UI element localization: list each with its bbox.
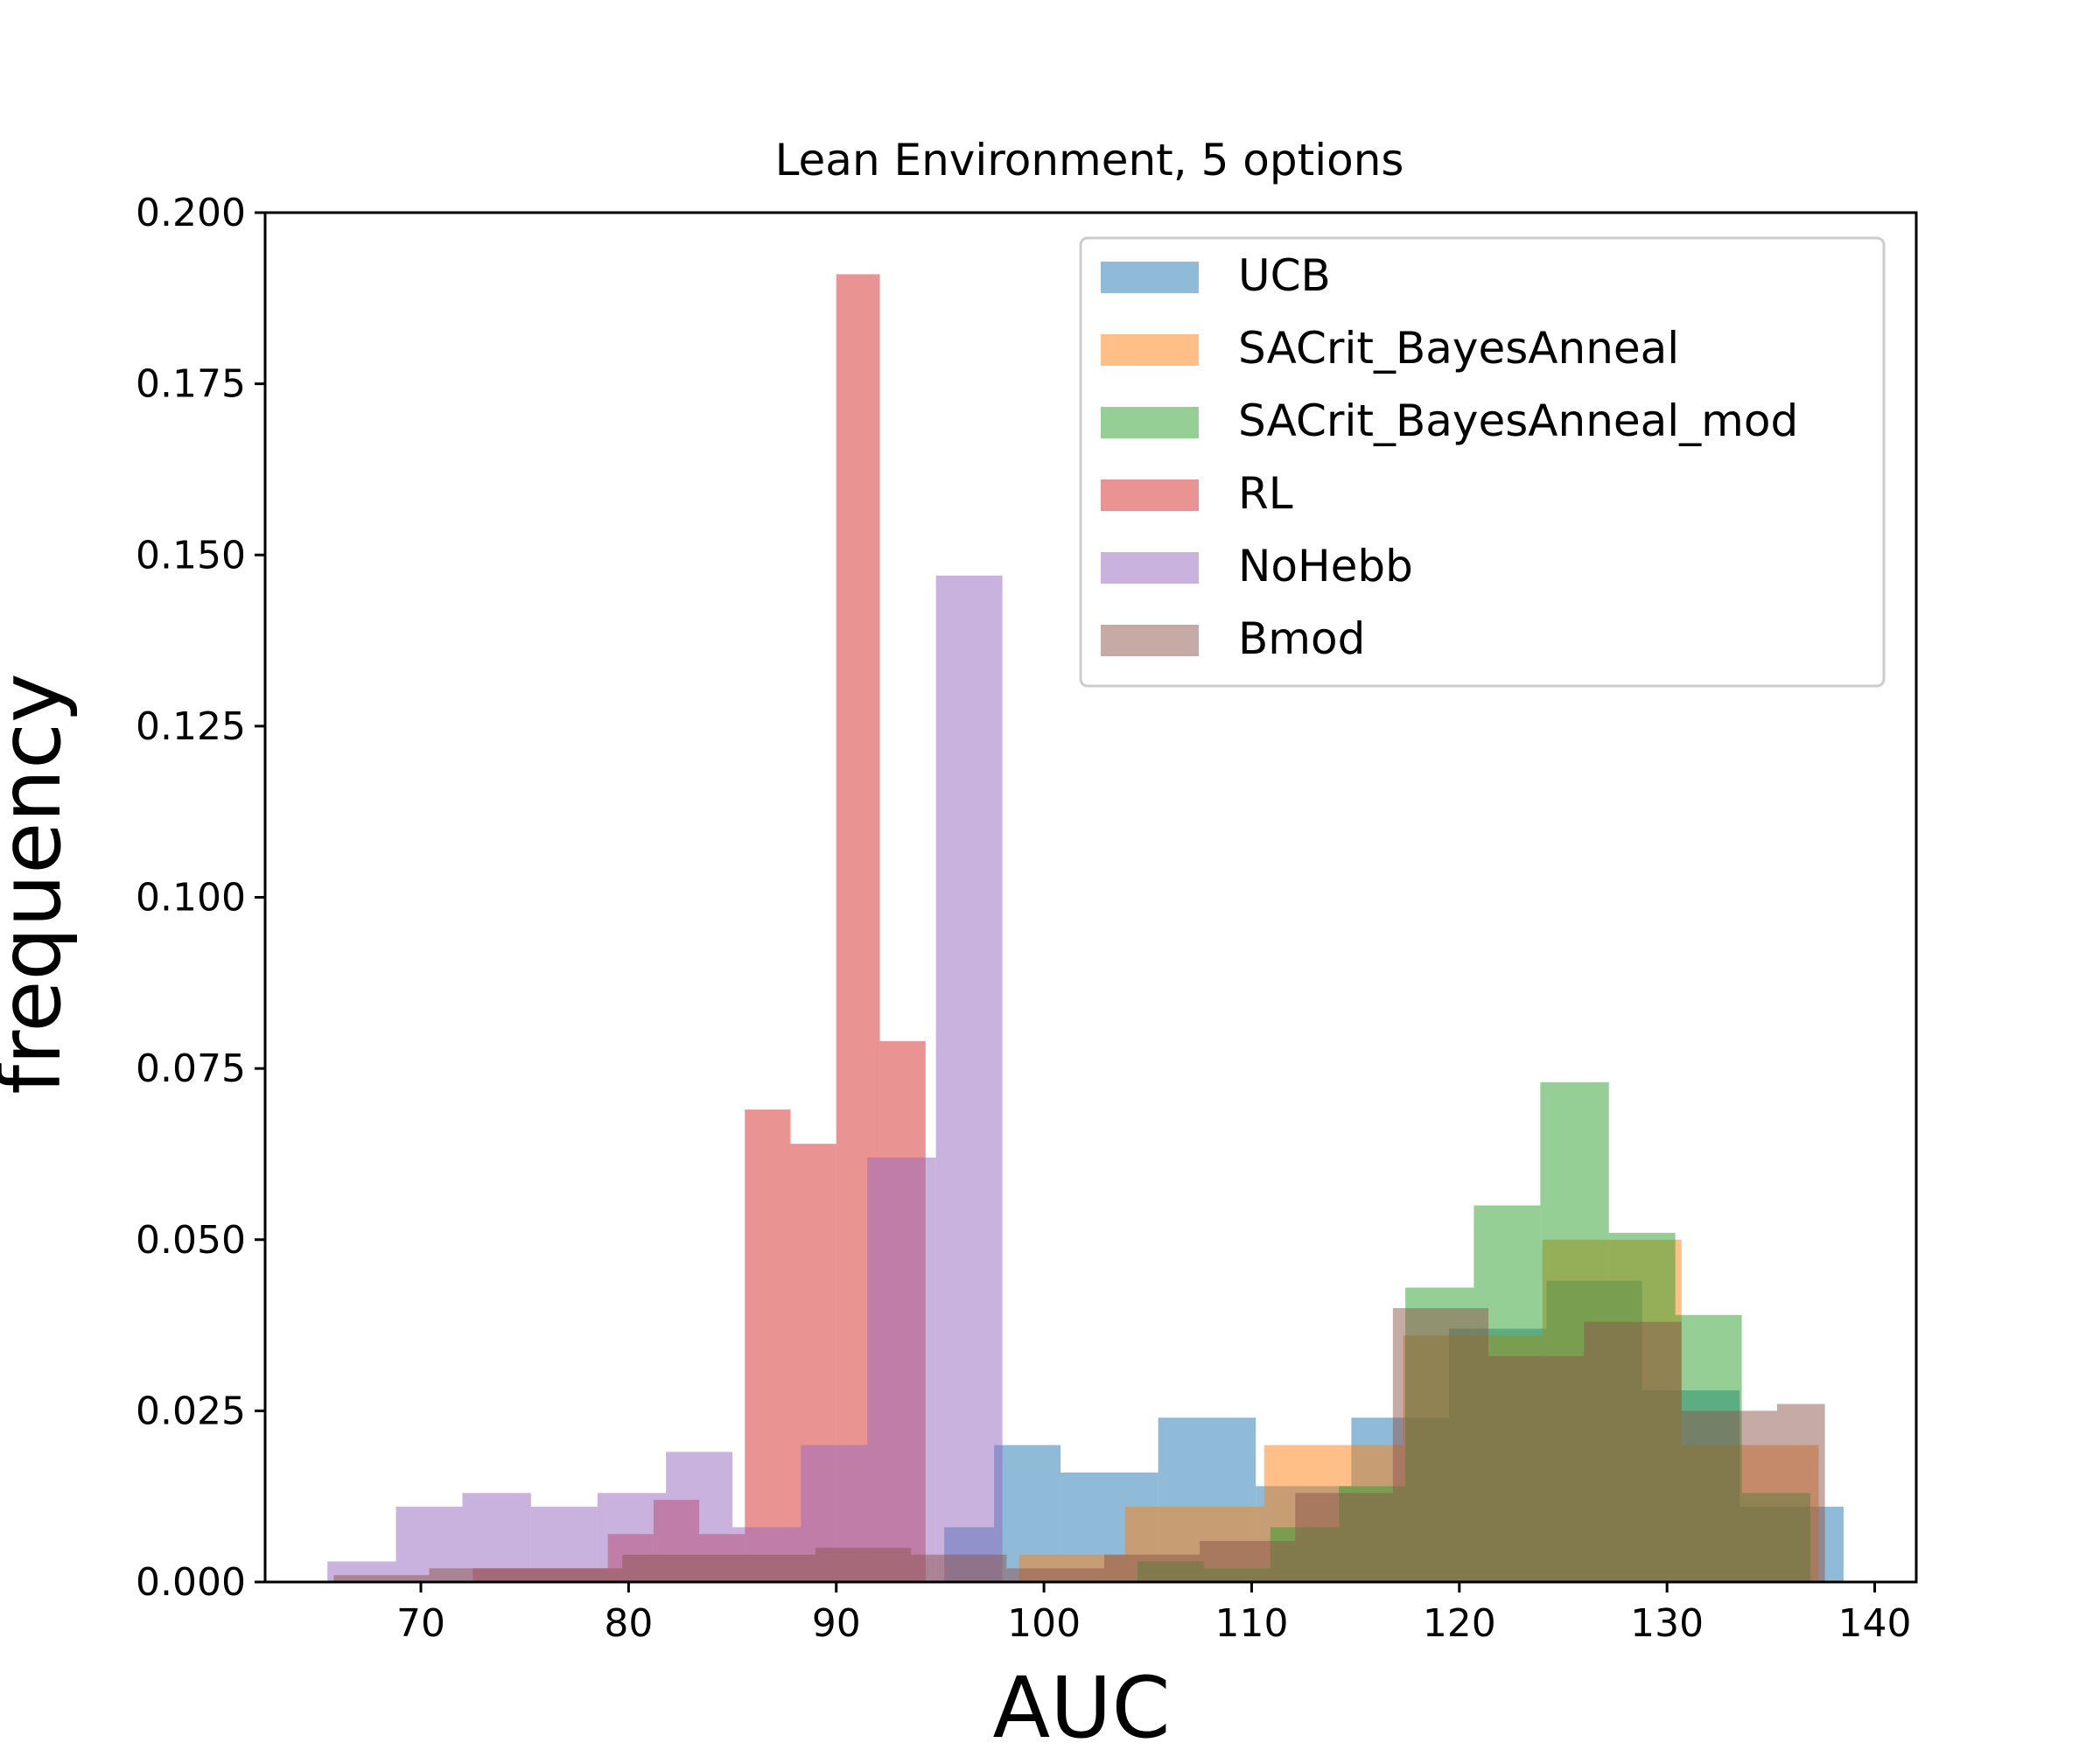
bar-bmod-8 xyxy=(1103,1554,1200,1582)
y-tick-label: 0.075 xyxy=(136,1046,246,1091)
legend: UCB SACrit_BayesAnneal SACrit_BayesAnneal_… xyxy=(1079,236,1886,688)
bar-bmod-6 xyxy=(911,1554,1007,1582)
bar-nohebb-9 xyxy=(935,575,1003,1582)
series-bmod xyxy=(333,1308,1825,1582)
y-tick-label: 0.175 xyxy=(136,362,246,407)
legend-item-rl: RL xyxy=(1101,468,1293,519)
legend-swatch xyxy=(1101,625,1199,656)
y-tick-label: 0.000 xyxy=(136,1560,246,1605)
y-tick-label: 0.025 xyxy=(136,1389,246,1433)
bar-nohebb-8 xyxy=(867,1157,936,1582)
bar-bmod-7 xyxy=(1006,1568,1104,1582)
legend-item-nohebb: NoHebb xyxy=(1101,541,1413,592)
bar-nohebb-2 xyxy=(462,1493,531,1582)
y-tick-label: 0.050 xyxy=(136,1218,246,1263)
series-nohebb xyxy=(327,575,1003,1582)
legend-label: SACrit_BayesAnneal_mod xyxy=(1238,396,1798,446)
bar-bmod-10 xyxy=(1295,1493,1393,1582)
y-axis: 0.000 0.025 0.050 0.075 0.100 0.125 0.150 0.175… xyxy=(136,191,265,1605)
bar-bmod-11 xyxy=(1392,1308,1489,1582)
legend-label: SACrit_BayesAnneal xyxy=(1238,323,1679,374)
legend-item-sacrit-bayesanneal: SACrit_BayesAnneal xyxy=(1101,323,1679,374)
bar-bmod-3 xyxy=(622,1554,718,1582)
x-tick-label: 80 xyxy=(604,1601,653,1646)
legend-label: Bmod xyxy=(1238,613,1365,664)
x-axis-label: AUC xyxy=(993,1659,1171,1750)
bar-bmod-13 xyxy=(1584,1321,1682,1582)
y-tick-label: 0.200 xyxy=(136,191,246,235)
x-tick-label: 120 xyxy=(1423,1601,1496,1646)
x-tick-label: 130 xyxy=(1630,1601,1704,1646)
legend-swatch xyxy=(1101,262,1199,293)
legend-item-sacrit-bayesanneal-mod: SACrit_BayesAnneal_mod xyxy=(1101,396,1798,446)
x-axis: 70 80 90 100 110 120 130 140 xyxy=(396,1582,1912,1646)
bar-bmod-14 xyxy=(1681,1410,1777,1582)
y-tick-label: 0.100 xyxy=(136,876,246,920)
histogram-bars xyxy=(327,274,1844,1582)
legend-label: UCB xyxy=(1238,250,1331,301)
bar-bmod-12 xyxy=(1488,1355,1585,1582)
bar-bmod-5 xyxy=(816,1547,912,1582)
x-tick-label: 70 xyxy=(396,1601,445,1646)
x-tick-label: 90 xyxy=(812,1601,861,1646)
legend-label: NoHebb xyxy=(1238,541,1413,592)
legend-item-ucb: UCB xyxy=(1101,250,1331,301)
y-tick-label: 0.125 xyxy=(136,704,246,749)
legend-swatch xyxy=(1101,334,1199,366)
bar-rl-6 xyxy=(745,1110,791,1582)
legend-swatch xyxy=(1101,552,1199,584)
legend-label: RL xyxy=(1238,468,1293,519)
legend-box xyxy=(1079,236,1886,688)
x-tick-label: 140 xyxy=(1838,1601,1912,1646)
bar-bmod-2 xyxy=(527,1568,623,1582)
legend-item-bmod: Bmod xyxy=(1101,613,1365,664)
x-tick-label: 110 xyxy=(1214,1601,1288,1646)
bar-bmod-4 xyxy=(718,1554,816,1582)
bar-bmod-1 xyxy=(429,1568,528,1582)
y-axis-label: frequency xyxy=(0,673,80,1095)
bar-bmod-9 xyxy=(1200,1541,1296,1582)
x-tick-label: 100 xyxy=(1007,1601,1081,1646)
chart-title: Lean Environment, 5 options xyxy=(775,135,1404,186)
legend-swatch xyxy=(1101,480,1199,511)
bar-bmod-15 xyxy=(1776,1404,1825,1582)
legend-swatch xyxy=(1101,407,1199,438)
bar-bmod-0 xyxy=(333,1575,430,1582)
y-tick-label: 0.150 xyxy=(136,533,246,578)
